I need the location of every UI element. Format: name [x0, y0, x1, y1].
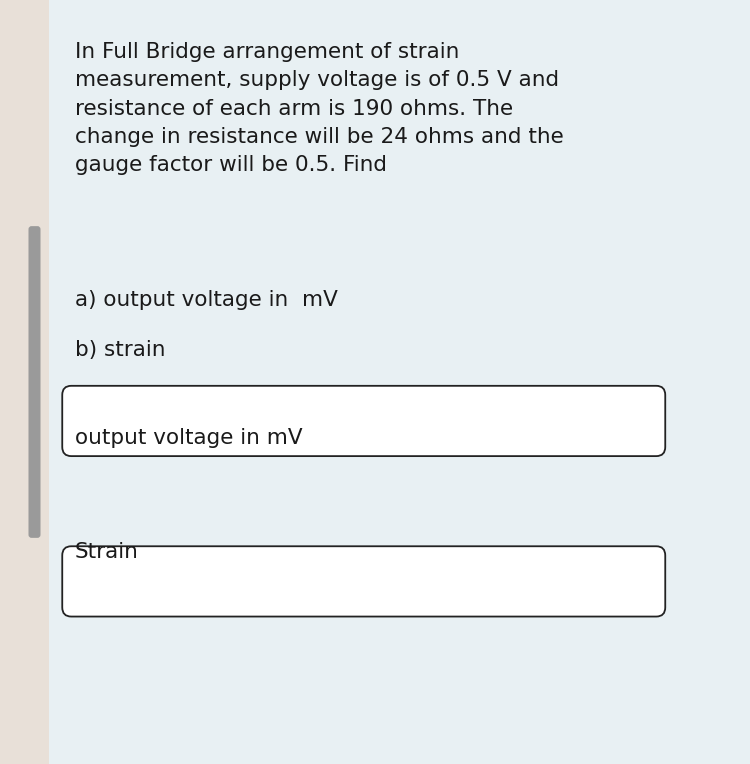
Text: In Full Bridge arrangement of strain
measurement, supply voltage is of 0.5 V and: In Full Bridge arrangement of strain mea…: [75, 42, 564, 175]
Text: Strain: Strain: [75, 542, 139, 562]
FancyBboxPatch shape: [28, 226, 40, 538]
Bar: [0, 0, 49, 764]
Text: a) output voltage in  mV: a) output voltage in mV: [75, 290, 338, 310]
FancyBboxPatch shape: [62, 546, 665, 617]
Text: output voltage in mV: output voltage in mV: [75, 428, 302, 448]
FancyBboxPatch shape: [62, 386, 665, 456]
Text: b) strain: b) strain: [75, 340, 166, 360]
